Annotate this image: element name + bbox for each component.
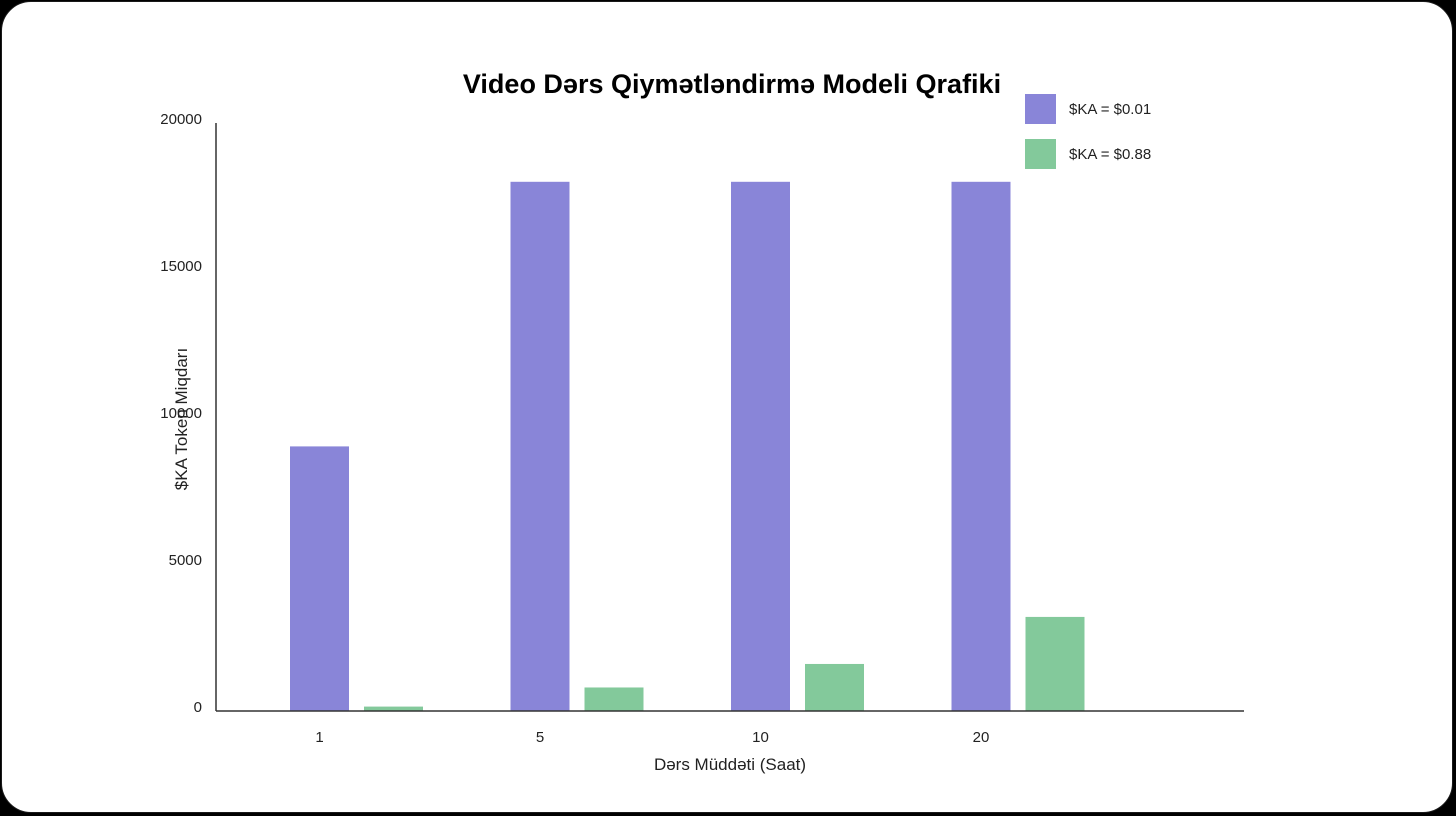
bar-series-2-20 <box>1025 616 1085 711</box>
legend-swatch <box>1025 139 1056 169</box>
bar-series-2-10 <box>805 663 864 711</box>
y-axis-label: $KA Token Miqdarı <box>172 348 191 490</box>
bar-series-1-5 <box>510 181 570 712</box>
x-tick-label: 20 <box>973 729 990 746</box>
x-axis-ticks: 1 5 10 20 <box>315 729 989 746</box>
bar-series-2-1 <box>364 706 423 711</box>
chart-title: Video Dərs Qiymətləndirmə Modeli Qrafiki <box>463 69 1001 99</box>
legend-swatch <box>1025 94 1056 124</box>
y-tick-label: 15000 <box>160 258 202 275</box>
x-axis-label: Dərs Müddəti (Saat) <box>654 755 806 774</box>
bar-series-1-10 <box>731 181 790 712</box>
bar-series-1-1 <box>290 446 349 711</box>
bar-series-1-20 <box>951 181 1011 712</box>
y-tick-label: 10000 <box>160 405 202 422</box>
legend-label: $KA = $0.88 <box>1069 146 1151 163</box>
y-tick-label: 20000 <box>160 111 202 128</box>
legend: $KA = $0.01 $KA = $0.88 <box>1025 94 1151 169</box>
y-tick-label: 0 <box>194 699 202 716</box>
bar-series-2-5 <box>584 687 644 711</box>
x-tick-label: 5 <box>536 729 544 746</box>
y-tick-label: 5000 <box>169 552 202 569</box>
bars-group <box>290 181 1085 712</box>
x-tick-label: 10 <box>752 729 769 746</box>
x-tick-label: 1 <box>315 729 323 746</box>
y-axis-ticks: 0 5000 10000 15000 20000 <box>160 111 202 716</box>
legend-label: $KA = $0.01 <box>1069 101 1151 118</box>
